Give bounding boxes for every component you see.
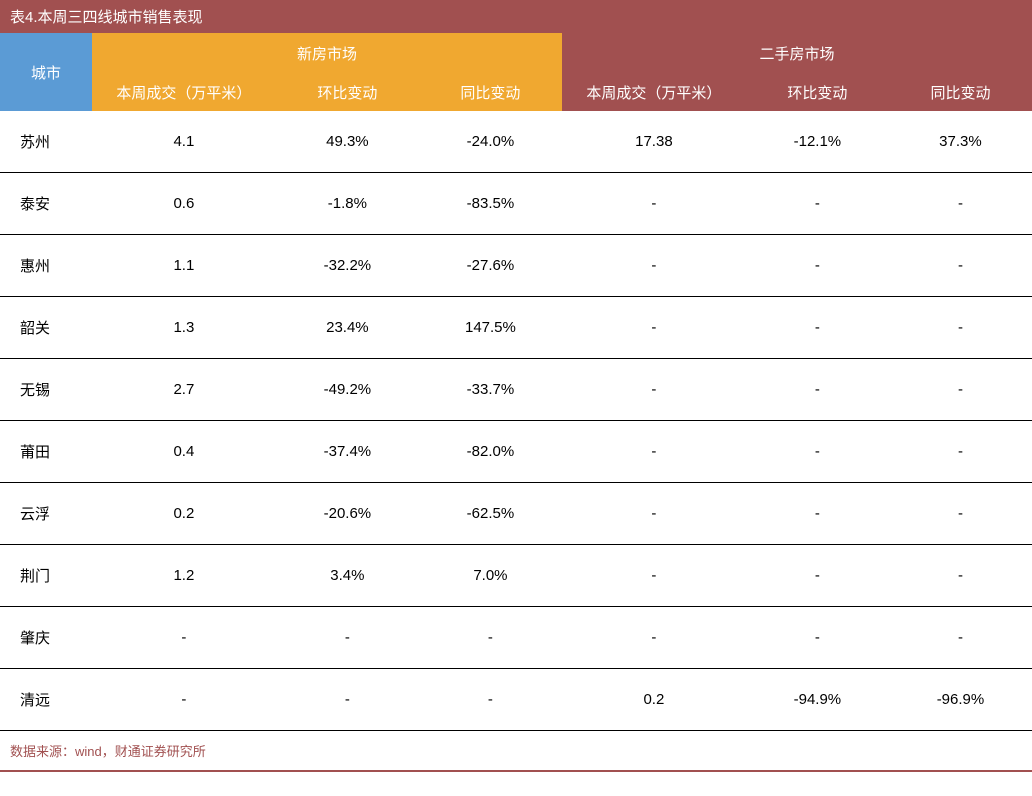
table-row: 苏州4.149.3%-24.0%17.38-12.1%37.3% <box>0 111 1032 173</box>
sh-volume-cell: - <box>562 607 746 669</box>
sh-yoy-cell: - <box>889 173 1032 235</box>
header-row-2: 本周成交（万平米） 环比变动 同比变动 本周成交（万平米） 环比变动 同比变动 <box>0 74 1032 111</box>
new-mom-header: 环比变动 <box>276 74 419 111</box>
new-mom-cell: -32.2% <box>276 235 419 297</box>
sh-yoy-cell: - <box>889 545 1032 607</box>
sales-table-container: 表4.本周三四线城市销售表现 城市 新房市场 二手房市场 本周成交（万平米） 环… <box>0 0 1032 772</box>
new-yoy-cell: -83.5% <box>419 173 562 235</box>
new-yoy-cell: -62.5% <box>419 483 562 545</box>
sh-yoy-cell: - <box>889 421 1032 483</box>
city-cell: 荆门 <box>0 545 92 607</box>
sh-volume-cell: 17.38 <box>562 111 746 173</box>
sh-volume-cell: - <box>562 483 746 545</box>
sh-yoy-cell: - <box>889 359 1032 421</box>
new-volume-cell: 0.2 <box>92 483 276 545</box>
sh-volume-cell: - <box>562 359 746 421</box>
sh-mom-cell: - <box>746 545 889 607</box>
sh-mom-cell: - <box>746 297 889 359</box>
sh-volume-cell: - <box>562 545 746 607</box>
new-mom-cell: - <box>276 607 419 669</box>
new-volume-cell: 2.7 <box>92 359 276 421</box>
new-volume-cell: - <box>92 607 276 669</box>
sh-volume-cell: 0.2 <box>562 669 746 731</box>
table-row: 泰安0.6-1.8%-83.5%--- <box>0 173 1032 235</box>
sh-volume-cell: - <box>562 173 746 235</box>
source-note: 数据来源：wind，财通证券研究所 <box>0 731 1032 772</box>
new-volume-cell: 1.1 <box>92 235 276 297</box>
sh-yoy-header: 同比变动 <box>889 74 1032 111</box>
new-volume-cell: 0.4 <box>92 421 276 483</box>
table-row: 莆田0.4-37.4%-82.0%--- <box>0 421 1032 483</box>
sh-mom-cell: - <box>746 607 889 669</box>
city-cell: 苏州 <box>0 111 92 173</box>
table-row: 云浮0.2-20.6%-62.5%--- <box>0 483 1032 545</box>
header-row-1: 城市 新房市场 二手房市场 <box>0 33 1032 74</box>
table-row: 惠州1.1-32.2%-27.6%--- <box>0 235 1032 297</box>
new-volume-header: 本周成交（万平米） <box>92 74 276 111</box>
new-mom-cell: - <box>276 669 419 731</box>
city-cell: 莆田 <box>0 421 92 483</box>
sh-mom-cell: - <box>746 483 889 545</box>
new-yoy-cell: 7.0% <box>419 545 562 607</box>
new-mom-cell: 23.4% <box>276 297 419 359</box>
city-cell: 无锡 <box>0 359 92 421</box>
sh-mom-cell: -94.9% <box>746 669 889 731</box>
new-mom-cell: 3.4% <box>276 545 419 607</box>
new-yoy-cell: - <box>419 669 562 731</box>
table-row: 韶关1.323.4%147.5%--- <box>0 297 1032 359</box>
city-header: 城市 <box>0 33 92 111</box>
sh-volume-cell: - <box>562 235 746 297</box>
secondhand-market-header: 二手房市场 <box>562 33 1032 74</box>
table-row: 无锡2.7-49.2%-33.7%--- <box>0 359 1032 421</box>
sh-yoy-cell: -96.9% <box>889 669 1032 731</box>
sh-mom-header: 环比变动 <box>746 74 889 111</box>
new-volume-cell: 0.6 <box>92 173 276 235</box>
city-cell: 惠州 <box>0 235 92 297</box>
city-cell: 肇庆 <box>0 607 92 669</box>
sh-mom-cell: - <box>746 235 889 297</box>
new-volume-cell: 1.2 <box>92 545 276 607</box>
sh-yoy-cell: - <box>889 483 1032 545</box>
table-title: 表4.本周三四线城市销售表现 <box>0 0 1032 33</box>
sh-volume-cell: - <box>562 421 746 483</box>
new-yoy-cell: -33.7% <box>419 359 562 421</box>
table-body: 苏州4.149.3%-24.0%17.38-12.1%37.3%泰安0.6-1.… <box>0 111 1032 731</box>
new-mom-cell: -1.8% <box>276 173 419 235</box>
new-yoy-header: 同比变动 <box>419 74 562 111</box>
table-row: 荆门1.23.4%7.0%--- <box>0 545 1032 607</box>
new-market-header: 新房市场 <box>92 33 562 74</box>
new-volume-cell: 1.3 <box>92 297 276 359</box>
new-volume-cell: - <box>92 669 276 731</box>
new-yoy-cell: -27.6% <box>419 235 562 297</box>
city-cell: 泰安 <box>0 173 92 235</box>
sh-mom-cell: - <box>746 359 889 421</box>
city-cell: 云浮 <box>0 483 92 545</box>
sh-mom-cell: - <box>746 173 889 235</box>
sh-yoy-cell: 37.3% <box>889 111 1032 173</box>
table-row: 清远---0.2-94.9%-96.9% <box>0 669 1032 731</box>
new-yoy-cell: 147.5% <box>419 297 562 359</box>
new-mom-cell: -20.6% <box>276 483 419 545</box>
new-mom-cell: 49.3% <box>276 111 419 173</box>
sh-yoy-cell: - <box>889 607 1032 669</box>
new-mom-cell: -49.2% <box>276 359 419 421</box>
new-volume-cell: 4.1 <box>92 111 276 173</box>
new-yoy-cell: -24.0% <box>419 111 562 173</box>
sales-table: 城市 新房市场 二手房市场 本周成交（万平米） 环比变动 同比变动 本周成交（万… <box>0 33 1032 731</box>
table-row: 肇庆------ <box>0 607 1032 669</box>
city-cell: 清远 <box>0 669 92 731</box>
sh-yoy-cell: - <box>889 297 1032 359</box>
sh-mom-cell: -12.1% <box>746 111 889 173</box>
sh-volume-header: 本周成交（万平米） <box>562 74 746 111</box>
new-yoy-cell: - <box>419 607 562 669</box>
sh-yoy-cell: - <box>889 235 1032 297</box>
new-yoy-cell: -82.0% <box>419 421 562 483</box>
sh-mom-cell: - <box>746 421 889 483</box>
new-mom-cell: -37.4% <box>276 421 419 483</box>
sh-volume-cell: - <box>562 297 746 359</box>
city-cell: 韶关 <box>0 297 92 359</box>
